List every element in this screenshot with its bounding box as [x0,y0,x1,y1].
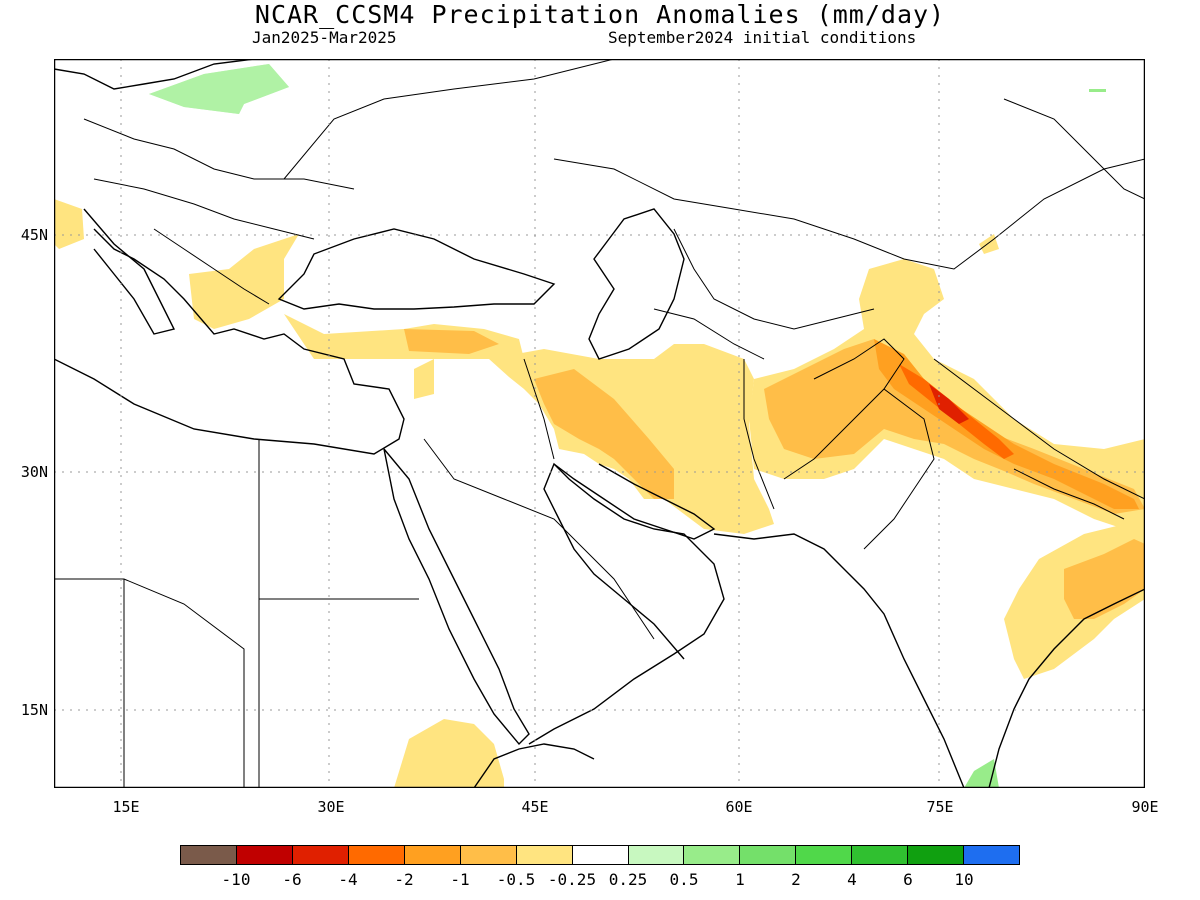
border-saudi [423,438,655,640]
legend-label: 0.25 [608,870,648,889]
border-balkans [153,228,270,305]
legend-label: 4 [847,870,857,889]
anomaly-shading [54,64,1145,788]
anomaly-red-kashmir [929,384,969,424]
border-russia [283,59,615,180]
legend-swatch [908,846,965,864]
anomaly-green-north-pale [149,64,289,114]
border-africa-grid [54,578,245,788]
anomaly-yellow-levant [414,359,434,399]
legend-label: -4 [338,870,358,889]
lon-label-60e: 60E [725,798,753,816]
legend-label: 0.5 [669,870,699,889]
coastlines [54,59,1145,788]
legend-label: 6 [903,870,913,889]
gridlines [54,59,1145,788]
anomaly-pale-ne [1089,89,1106,92]
lat-label-15n: 15N [20,701,48,719]
legend-swatch [292,846,349,864]
legend-swatch [852,846,909,864]
legend-swatch [348,846,405,864]
legend-label: -6 [282,870,302,889]
coast-north-europe [54,59,255,90]
coast-mediterranean [54,228,405,455]
legend-swatch [181,846,237,864]
anomaly-yellow-balkan [189,234,299,329]
anomaly-yellow-anatolia [284,314,524,359]
coast-caspian [588,208,685,360]
lon-label-90e: 90E [1131,798,1159,816]
legend-swatch [236,846,293,864]
lon-label-45e: 45E [521,798,549,816]
map-subtitle-period: Jan2025-Mar2025 [252,28,397,47]
coast-red-sea [383,448,530,746]
legend-swatch [964,846,1020,864]
border-china-mongolia [1003,98,1145,200]
border-china-india [933,358,1145,500]
anomaly-orange-anatolia [404,329,499,354]
legend-swatch [740,846,797,864]
legend-swatch [404,846,461,864]
legend-label: 10 [954,870,974,889]
coast-italy [83,208,176,335]
coast-india-east [988,588,1145,788]
lon-label-30e: 30E [317,798,345,816]
legend-swatch [628,846,685,864]
legend-swatch [684,846,741,864]
border-uzbek [673,228,875,330]
legend-label: -10 [221,870,251,889]
border-europe-2 [93,178,315,240]
anomaly-orange-iran [534,369,674,499]
border-turkmen [653,308,765,360]
lat-label-45n: 45N [20,226,48,244]
border-afgh-pak [783,338,905,480]
coast-black-sea [277,228,556,310]
border-iran-afgh [743,359,775,510]
lat-label-30n: 30N [20,463,48,481]
coast-horn-africa [473,743,595,788]
anomaly-yellow-ethiopia [394,719,504,788]
lon-label-75e: 75E [926,798,954,816]
anomaly-yellow-balkan-west [54,199,84,249]
legend-swatch [796,846,853,864]
coast-persian-gulf [553,463,716,540]
map-frame [54,59,1145,788]
precipitation-anomaly-map [54,59,1145,788]
anomaly-green-south [964,759,999,788]
border-europe-1 [83,118,355,190]
legend-label: -2 [394,870,414,889]
coast-arabia [528,462,725,745]
legend-label: -0.25 [547,870,597,889]
legend-label: 2 [791,870,801,889]
coast-pakistan-india [713,533,965,788]
legend-label: 1 [735,870,745,889]
legend-label: -0.5 [496,870,536,889]
border-india-pak [863,388,935,550]
map-subtitle-init: September2024 initial conditions [608,28,917,47]
legend-swatch [516,846,573,864]
border-nepal [1013,468,1125,520]
border-kazakh [553,158,1145,270]
legend-swatch [460,846,517,864]
lon-label-15e: 15E [112,798,140,816]
border-iraq-iran [523,358,555,460]
legend-label: -1 [450,870,470,889]
borders [54,59,1145,788]
legend-colorbar [180,845,1020,865]
map-title: NCAR_CCSM4 Precipitation Anomalies (mm/d… [254,0,946,29]
legend-swatch [572,846,629,864]
